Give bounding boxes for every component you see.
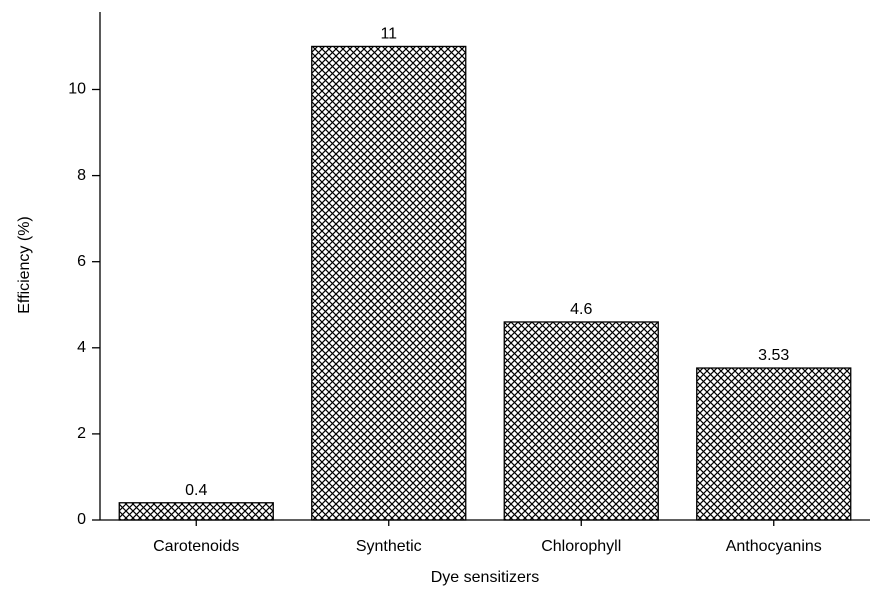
value-label: 11	[380, 26, 397, 43]
value-label: 0.4	[185, 482, 207, 499]
bar	[311, 45, 467, 521]
bar	[118, 502, 274, 521]
x-axis-label: Dye sensitizers	[431, 569, 539, 586]
y-tick-label: 2	[77, 425, 86, 442]
y-tick-label: 8	[77, 167, 86, 184]
y-axis-label: Efficiency (%)	[16, 216, 33, 314]
x-tick-label: Chlorophyll	[541, 538, 621, 555]
value-label: 3.53	[758, 347, 789, 364]
x-tick-label: Synthetic	[356, 538, 422, 555]
value-label: 4.6	[570, 301, 592, 318]
x-tick-label: Anthocyanins	[726, 538, 822, 555]
y-tick-label: 10	[68, 81, 86, 98]
y-tick-label: 4	[77, 339, 86, 356]
bar	[696, 367, 852, 521]
y-tick-label: 0	[77, 511, 86, 528]
bar	[503, 321, 659, 521]
x-tick-label: Carotenoids	[153, 538, 239, 555]
y-tick-label: 6	[77, 253, 86, 270]
